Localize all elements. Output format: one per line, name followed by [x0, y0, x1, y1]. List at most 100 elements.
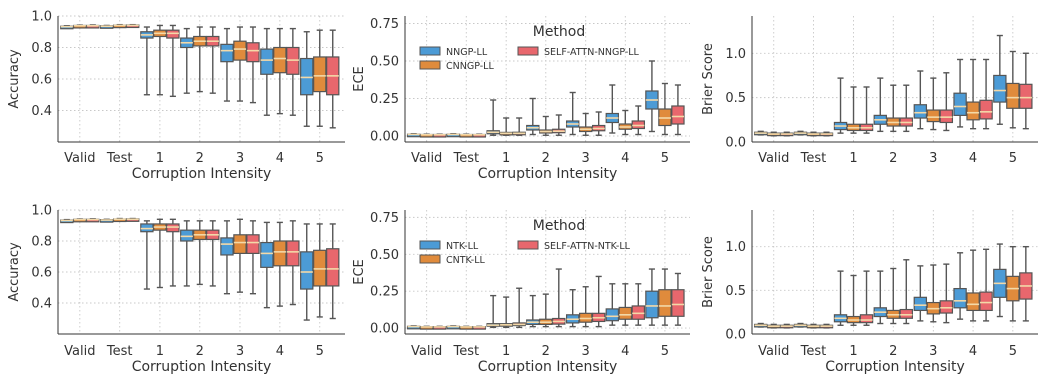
x-tick-label: 2	[196, 151, 204, 166]
box-Valid-series-2	[73, 218, 87, 223]
box-5-series-3	[1019, 245, 1033, 322]
box-body	[220, 43, 234, 63]
box-Valid-series-3	[780, 323, 794, 329]
x-tick-label: 1	[849, 344, 857, 359]
legend-swatch	[517, 240, 539, 250]
box-Valid-series-3	[86, 218, 100, 223]
box-Test-series-3	[126, 217, 140, 222]
box-Test-series-3	[472, 325, 486, 330]
x-tick-label: 5	[1009, 151, 1017, 166]
box-Test-series-1	[446, 325, 460, 330]
legend-entry: SELF-ATTN-NNGP-LL	[544, 47, 640, 58]
box-Test-series-1	[100, 218, 114, 223]
box-Valid-series-2	[767, 323, 781, 329]
y-tick-label: 0.50	[370, 55, 399, 70]
box-Test-series-3	[126, 23, 140, 29]
box-5-series-2	[658, 82, 672, 136]
box-4-series-3	[286, 220, 300, 306]
box-Test-series-1	[100, 24, 114, 29]
box-4-series-3	[286, 27, 300, 116]
legend-entry: CNNGP-LL	[446, 61, 494, 72]
box-body	[993, 74, 1007, 103]
box-Test-series-1	[793, 322, 808, 328]
box-2-series-1	[180, 220, 194, 287]
x-tick-label: 1	[502, 344, 510, 359]
box-2-series-1	[526, 97, 540, 136]
y-tick-label: 0.8	[31, 41, 52, 56]
box-2-series-3	[899, 84, 913, 133]
box-1-series-3	[512, 287, 526, 329]
box-Test-series-2	[113, 217, 127, 223]
x-tick-label: 2	[542, 151, 550, 166]
box-Valid-series-1	[754, 130, 768, 136]
box-5-series-2	[1006, 245, 1020, 322]
box-1-series-1	[140, 220, 154, 290]
x-tick-label: 1	[849, 151, 857, 166]
box-body	[671, 105, 685, 125]
box-4-series-1	[260, 221, 274, 309]
box-5-series-3	[1019, 52, 1033, 130]
x-tick-label: 4	[621, 344, 629, 359]
x-tick-label: 5	[1009, 344, 1017, 359]
y-tick-label: 0.50	[370, 248, 399, 263]
box-4-series-1	[953, 58, 967, 128]
box-3-series-1	[220, 27, 234, 102]
box-2-series-1	[526, 294, 540, 328]
box-1-series-2	[153, 218, 167, 289]
box-2-series-2	[886, 267, 900, 325]
legend-swatch	[419, 46, 441, 56]
box-1-series-3	[859, 86, 874, 134]
box-Valid-series-3	[432, 133, 447, 138]
chart-panel-5: 0.75 0.50 0.25 0.00 Valid Test 1 2 3 4 5 Corruption…	[352, 210, 690, 375]
box-2-series-2	[539, 293, 553, 328]
x-tick-label: Test	[452, 151, 479, 166]
box-body	[979, 99, 993, 120]
x-tick-label: 3	[582, 151, 590, 166]
box-body	[605, 308, 620, 322]
y-tick-label: 0.8	[31, 235, 52, 250]
box-body	[926, 109, 941, 123]
box-5-series-3	[671, 272, 685, 326]
x-tick-label: 3	[582, 344, 590, 359]
box-body	[326, 248, 340, 287]
box-2-series-2	[193, 220, 207, 286]
box-body	[286, 240, 300, 267]
box-5-series-3	[671, 84, 685, 136]
box-5-series-1	[645, 60, 659, 133]
box-2-series-3	[206, 220, 220, 287]
legend-swatch	[419, 60, 441, 70]
box-3-series-3	[591, 111, 606, 136]
y-axis-label: ECE	[352, 66, 367, 92]
y-tick-label: 0.6	[31, 73, 52, 88]
box-body	[246, 42, 260, 63]
y-tick-label: 0.6	[31, 266, 52, 281]
x-tick-label: 2	[542, 344, 550, 359]
chart-panel-2: 0.75 0.50 0.25 0.00 Valid Test 1 2 3 4 5 Corruption…	[352, 16, 690, 182]
x-tick-label: 4	[969, 151, 977, 166]
y-tick-label: 1.0	[31, 204, 52, 219]
y-tick-label: 0.00	[370, 130, 399, 145]
legend: Method NNGP-LL CNNGP-LL SELF-ATTN-NNGP-LL	[419, 24, 640, 72]
x-tick-label: 5	[661, 151, 669, 166]
y-tick-label: 1.0	[31, 10, 52, 25]
box-3-series-3	[591, 275, 606, 328]
box-3-series-3	[939, 72, 954, 132]
legend-title: Method	[533, 218, 586, 234]
box-4-series-3	[631, 283, 646, 326]
x-tick-label: 3	[929, 344, 937, 359]
x-tick-label: 3	[236, 344, 244, 359]
box-4-series-1	[605, 283, 620, 326]
box-2-series-2	[886, 84, 900, 133]
box-3-series-1	[565, 289, 580, 328]
box-1-series-1	[486, 294, 500, 329]
x-tick-label: 4	[969, 344, 977, 359]
box-body	[979, 291, 993, 312]
box-3-series-2	[926, 264, 941, 323]
box-body	[913, 296, 928, 312]
x-tick-label: 5	[316, 151, 324, 166]
x-tick-label: 1	[156, 151, 164, 166]
legend-swatch	[419, 254, 441, 264]
box-2-series-3	[552, 268, 566, 328]
box-Valid-series-2	[419, 133, 434, 138]
